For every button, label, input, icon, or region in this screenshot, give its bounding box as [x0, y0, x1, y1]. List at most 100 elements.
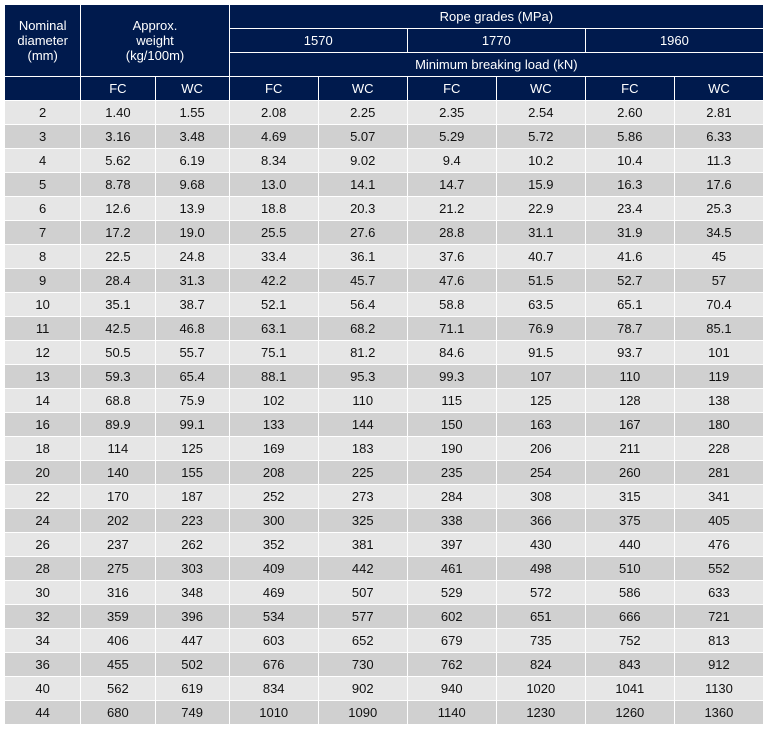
- table-cell: 11: [5, 317, 81, 341]
- table-cell: 359: [81, 605, 155, 629]
- table-cell: 59.3: [81, 365, 155, 389]
- col-header-weight-line3: (kg/100m): [126, 48, 185, 63]
- table-cell: 5.29: [407, 125, 496, 149]
- table-cell: 25.3: [674, 197, 763, 221]
- table-cell: 6.19: [155, 149, 229, 173]
- table-cell: 1090: [318, 701, 407, 725]
- subhead-fc-1770: FC: [407, 77, 496, 101]
- table-cell: 55.7: [155, 341, 229, 365]
- table-cell: 10: [5, 293, 81, 317]
- table-cell: 17.2: [81, 221, 155, 245]
- table-row: 58.789.6813.014.114.715.916.317.6: [5, 173, 764, 197]
- table-cell: 20: [5, 461, 81, 485]
- table-row: 34406447603652679735752813: [5, 629, 764, 653]
- table-cell: 35.1: [81, 293, 155, 317]
- table-cell: 180: [674, 413, 763, 437]
- table-cell: 562: [81, 677, 155, 701]
- table-cell: 476: [674, 533, 763, 557]
- table-cell: 88.1: [229, 365, 318, 389]
- col-header-diameter-line1: Nominal: [19, 18, 67, 33]
- table-cell: 85.1: [674, 317, 763, 341]
- table-cell: 68.8: [81, 389, 155, 413]
- col-header-diameter-line2: diameter: [17, 33, 68, 48]
- table-cell: 12: [5, 341, 81, 365]
- table-cell: 749: [155, 701, 229, 725]
- table-cell: 34: [5, 629, 81, 653]
- table-cell: 461: [407, 557, 496, 581]
- table-cell: 223: [155, 509, 229, 533]
- table-cell: 1.40: [81, 101, 155, 125]
- table-row: 44680749101010901140123012601360: [5, 701, 764, 725]
- col-header-weight-line1: Approx.: [133, 18, 178, 33]
- subhead-wc-weight: WC: [155, 77, 229, 101]
- table-cell: 735: [496, 629, 585, 653]
- table-cell: 21.2: [407, 197, 496, 221]
- table-cell: 2.25: [318, 101, 407, 125]
- table-cell: 91.5: [496, 341, 585, 365]
- table-cell: 23.4: [585, 197, 674, 221]
- table-cell: 262: [155, 533, 229, 557]
- table-cell: 138: [674, 389, 763, 413]
- table-row: 32359396534577602651666721: [5, 605, 764, 629]
- table-cell: 202: [81, 509, 155, 533]
- table-cell: 22.5: [81, 245, 155, 269]
- table-row: 717.219.025.527.628.831.131.934.5: [5, 221, 764, 245]
- table-cell: 12.6: [81, 197, 155, 221]
- table-cell: 75.9: [155, 389, 229, 413]
- table-cell: 31.3: [155, 269, 229, 293]
- table-cell: 1.55: [155, 101, 229, 125]
- table-cell: 308: [496, 485, 585, 509]
- rope-spec-table: Nominal diameter (mm) Approx. weight (kg…: [4, 4, 764, 725]
- table-cell: 813: [674, 629, 763, 653]
- table-cell: 762: [407, 653, 496, 677]
- table-cell: 3.48: [155, 125, 229, 149]
- table-cell: 125: [155, 437, 229, 461]
- table-row: 22170187252273284308315341: [5, 485, 764, 509]
- table-cell: 47.6: [407, 269, 496, 293]
- table-cell: 8.34: [229, 149, 318, 173]
- table-cell: 9.4: [407, 149, 496, 173]
- table-cell: 84.6: [407, 341, 496, 365]
- table-cell: 730: [318, 653, 407, 677]
- table-cell: 78.7: [585, 317, 674, 341]
- table-cell: 42.5: [81, 317, 155, 341]
- table-cell: 5.86: [585, 125, 674, 149]
- subhead-fc-weight: FC: [81, 77, 155, 101]
- table-cell: 65.1: [585, 293, 674, 317]
- table-cell: 5: [5, 173, 81, 197]
- table-cell: 275: [81, 557, 155, 581]
- table-cell: 65.4: [155, 365, 229, 389]
- col-header-min-break: Minimum breaking load (kN): [229, 53, 763, 77]
- col-header-weight-line2: weight: [136, 33, 174, 48]
- table-cell: 843: [585, 653, 674, 677]
- table-cell: 273: [318, 485, 407, 509]
- table-cell: 8.78: [81, 173, 155, 197]
- table-cell: 9: [5, 269, 81, 293]
- table-cell: 170: [81, 485, 155, 509]
- table-row: 928.431.342.245.747.651.552.757: [5, 269, 764, 293]
- table-cell: 586: [585, 581, 674, 605]
- table-cell: 114: [81, 437, 155, 461]
- table-row: 1142.546.863.168.271.176.978.785.1: [5, 317, 764, 341]
- table-cell: 397: [407, 533, 496, 557]
- table-cell: 1230: [496, 701, 585, 725]
- table-cell: 1020: [496, 677, 585, 701]
- table-cell: 125: [496, 389, 585, 413]
- table-cell: 24.8: [155, 245, 229, 269]
- table-cell: 56.4: [318, 293, 407, 317]
- table-cell: 1041: [585, 677, 674, 701]
- table-cell: 507: [318, 581, 407, 605]
- table-body: 21.401.552.082.252.352.542.602.8133.163.…: [5, 101, 764, 725]
- table-row: 21.401.552.082.252.352.542.602.81: [5, 101, 764, 125]
- table-cell: 5.62: [81, 149, 155, 173]
- table-cell: 16: [5, 413, 81, 437]
- table-cell: 89.9: [81, 413, 155, 437]
- table-cell: 183: [318, 437, 407, 461]
- table-cell: 9.02: [318, 149, 407, 173]
- table-cell: 2.54: [496, 101, 585, 125]
- table-cell: 10.2: [496, 149, 585, 173]
- table-cell: 281: [674, 461, 763, 485]
- table-cell: 619: [155, 677, 229, 701]
- table-cell: 912: [674, 653, 763, 677]
- table-cell: 167: [585, 413, 674, 437]
